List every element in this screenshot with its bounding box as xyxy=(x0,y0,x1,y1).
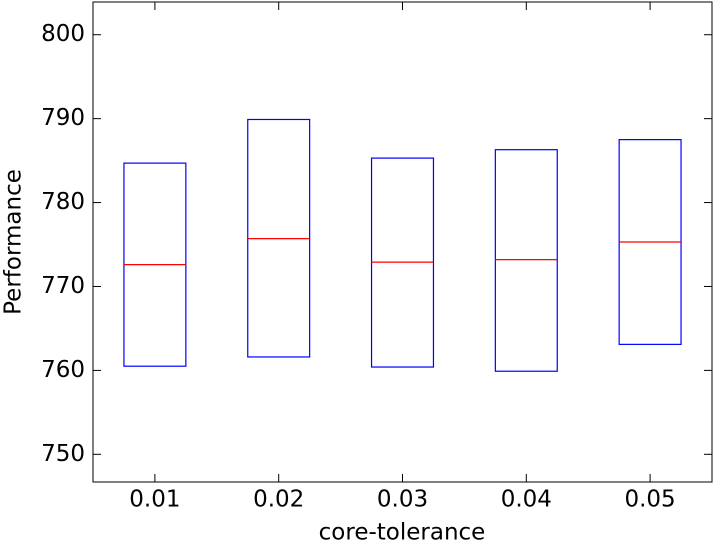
x-tick-label: 0.04 xyxy=(501,487,552,513)
y-tick-label: 750 xyxy=(41,441,85,467)
box xyxy=(494,149,558,372)
x-tick-label: 0.05 xyxy=(624,487,675,513)
x-axis-label: core-tolerance xyxy=(319,520,486,546)
x-tick-label: 0.03 xyxy=(377,487,428,513)
y-tick-label: 790 xyxy=(41,105,85,131)
x-tick-label: 0.02 xyxy=(253,487,304,513)
y-tick-label: 780 xyxy=(41,189,85,215)
y-tick-label: 770 xyxy=(41,273,85,299)
x-tick-label: 0.01 xyxy=(129,487,180,513)
y-tick-label: 760 xyxy=(41,357,85,383)
y-axis-label: Performance xyxy=(1,169,27,315)
y-tick-label: 800 xyxy=(41,21,85,47)
